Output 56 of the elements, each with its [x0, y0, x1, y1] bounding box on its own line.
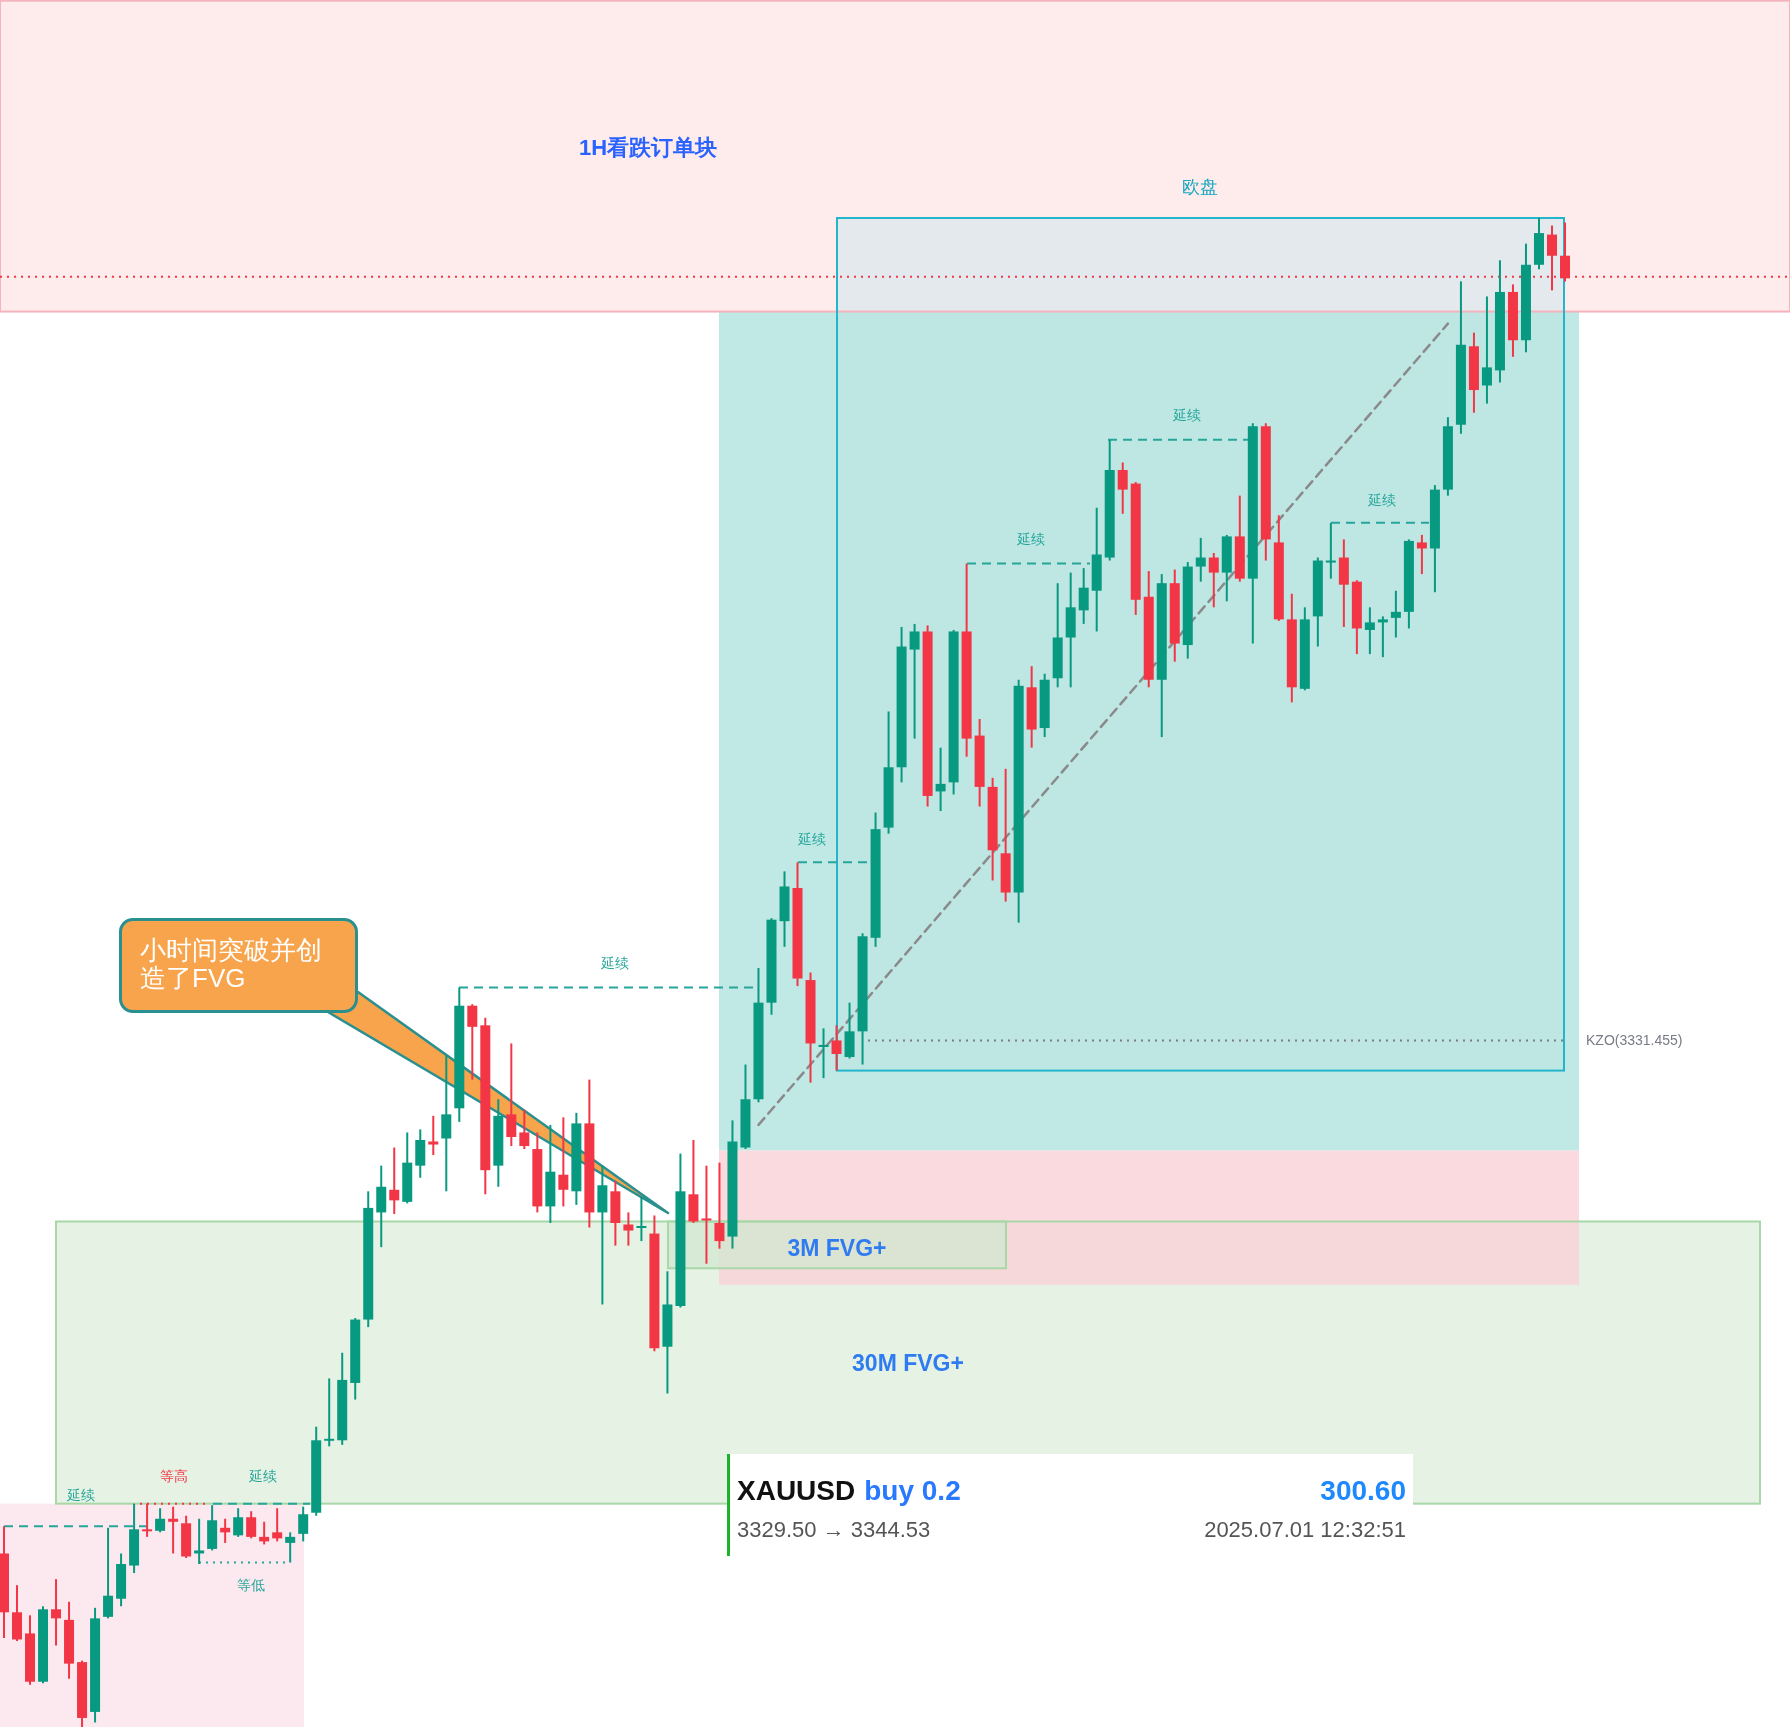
candlestick	[818, 1027, 829, 1080]
candlestick	[233, 1507, 244, 1538]
candlestick	[1195, 536, 1206, 583]
ref-line-label: 延续	[797, 831, 826, 847]
candlestick	[701, 1164, 712, 1265]
candlestick	[389, 1146, 400, 1215]
candlestick	[324, 1377, 335, 1448]
candlestick	[285, 1531, 296, 1564]
candlestick	[935, 746, 946, 813]
band-label: 1H看跌订单块	[578, 135, 718, 160]
annotation: 3329.50 → 3344.53	[737, 1517, 931, 1542]
candlestick	[519, 1108, 530, 1151]
ref-line-label: 延续	[600, 955, 629, 971]
candlestick	[831, 1024, 842, 1072]
candlestick	[1416, 533, 1427, 576]
candlestick	[1364, 606, 1375, 656]
ref-line-label: 延续	[66, 1487, 95, 1503]
candlestick	[909, 622, 920, 740]
candlestick	[1560, 221, 1570, 283]
candlestick	[714, 1161, 725, 1250]
annotation: 小时间突破并创造了FVG	[119, 918, 358, 1013]
candlestick	[1208, 552, 1219, 609]
candlestick	[155, 1507, 166, 1534]
candlestick	[246, 1510, 257, 1540]
candlestick	[623, 1211, 634, 1247]
band-label: 欧盘	[1182, 177, 1218, 197]
candlestick	[558, 1116, 569, 1208]
candlestick	[1117, 461, 1128, 515]
candlestick	[103, 1526, 114, 1620]
ref-line-label: KZO(3331.455)	[1586, 1032, 1683, 1048]
annotation: 2025.07.01 12:32:51	[1204, 1517, 1406, 1542]
ref-line-label: 延续	[1016, 531, 1045, 547]
candlestick	[272, 1507, 283, 1543]
ref-line-label: 等低	[237, 1577, 265, 1593]
annotation: XAUUSD	[737, 1475, 856, 1506]
candlestick	[194, 1517, 205, 1566]
candlestick	[168, 1505, 179, 1555]
annotation: buy 0.2	[864, 1475, 961, 1506]
band-label: 3M FVG+	[787, 1235, 887, 1261]
candlestick	[506, 1042, 517, 1148]
ref-line-label: 等高	[160, 1468, 188, 1484]
candlestick	[51, 1578, 62, 1647]
candlestick	[467, 1003, 478, 1081]
candlestick	[1078, 567, 1089, 625]
annotation: 300.60	[1320, 1475, 1406, 1506]
candlestick	[428, 1114, 439, 1157]
band-label: 30M FVG+	[852, 1350, 964, 1376]
candlestick	[1377, 615, 1388, 659]
candlestick	[1481, 295, 1492, 405]
candlestick	[1325, 521, 1336, 580]
candlestick	[636, 1196, 647, 1243]
ref-line-label: 延续	[1172, 407, 1201, 423]
candlestick	[1390, 589, 1401, 639]
ref-line-label: 延续	[248, 1468, 277, 1484]
ref-line-label: 延续	[1367, 492, 1396, 508]
candlestick	[298, 1505, 309, 1543]
